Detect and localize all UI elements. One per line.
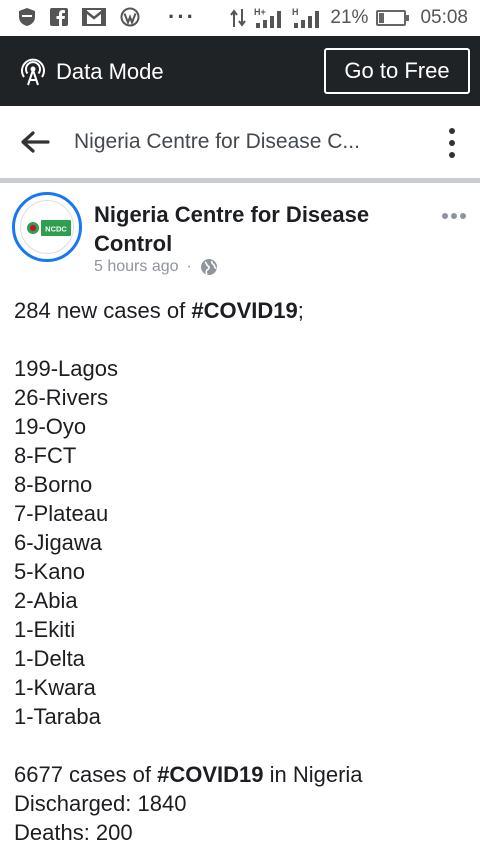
wordpress-icon [120, 7, 140, 27]
state-case-item: 19-Oyo [14, 414, 87, 439]
header-title: Nigeria Centre for Disease C... [74, 130, 360, 153]
battery-percent: 21% [330, 7, 369, 28]
state-case-item: 1-Taraba [14, 704, 101, 729]
blank-line [14, 731, 470, 760]
section-divider [0, 178, 480, 183]
state-case-item: 6-Jigawa [14, 530, 103, 555]
back-arrow-icon[interactable] [20, 130, 50, 154]
data-mode-indicator: Data Mode [20, 58, 164, 86]
svg-text:NCDC: NCDC [45, 225, 67, 234]
page-avatar[interactable]: NCDC [12, 192, 82, 262]
clock: 05:08 [420, 7, 468, 28]
system-status: H+ H 21% 05:08 [230, 7, 468, 29]
intro-line: 284 new cases of #COVID19; [14, 298, 304, 323]
status-bar: ··· H+ H 21% 05:08 [0, 0, 480, 36]
deaths-line: Deaths: 200 [14, 820, 133, 845]
data-mode-label: Data Mode [56, 59, 164, 84]
signal-icon: H+ [254, 7, 284, 29]
state-case-item: 199-Lagos [14, 356, 118, 381]
post-text: 284 new cases of #COVID19; 199-Lagos 26-R… [14, 296, 470, 847]
post-timestamp[interactable]: 5 hours ago [94, 258, 179, 275]
facebook-icon [50, 8, 68, 26]
state-case-item: 2-Abia [14, 588, 78, 613]
post-options-icon[interactable] [442, 213, 466, 219]
ncdc-logo: NCDC [20, 200, 74, 254]
svg-text:H+: H+ [254, 7, 266, 17]
state-cases-list: 199-Lagos 26-Rivers 19-Oyo 8-FCT 8-Borno 7-Pl… [14, 354, 470, 731]
blank-line [14, 325, 470, 354]
svg-text:H: H [292, 7, 299, 17]
notification-icons: ··· [18, 4, 196, 29]
go-to-free-button[interactable]: Go to Free [324, 48, 470, 94]
more-notifications-icon: ··· [168, 4, 196, 29]
data-mode-bar: Data Mode Go to Free [0, 36, 480, 106]
globe-icon [200, 258, 218, 276]
hashtag-link[interactable]: #COVID19 [157, 762, 264, 787]
page-header: Nigeria Centre for Disease C... [0, 106, 480, 178]
state-case-item: 1-Kwara [14, 675, 96, 700]
state-case-item: 8-Borno [14, 472, 93, 497]
hashtag-link[interactable]: #COVID19 [191, 298, 298, 323]
state-case-item: 8-FCT [14, 443, 77, 468]
state-case-item: 1-Delta [14, 646, 85, 671]
gmail-icon [82, 8, 106, 26]
total-line: 6677 cases of #COVID19 in Nigeria [14, 762, 363, 787]
discharged-line: Discharged: 1840 [14, 791, 187, 816]
post-meta: 5 hours ago · [94, 258, 218, 276]
state-case-item: 7-Plateau [14, 501, 109, 526]
battery-icon [376, 10, 410, 26]
page-name[interactable]: Nigeria Centre for Disease Control [94, 202, 370, 256]
state-case-item: 5-Kano [14, 559, 85, 584]
data-transfer-icon [230, 8, 247, 28]
state-case-item: 26-Rivers [14, 385, 109, 410]
signal-icon-2: H [292, 7, 322, 29]
meta-separator: · [186, 258, 192, 275]
more-options-icon[interactable] [448, 128, 456, 158]
shield-icon [18, 7, 36, 27]
broadcast-icon [20, 58, 46, 86]
state-case-item: 1-Ekiti [14, 617, 76, 642]
